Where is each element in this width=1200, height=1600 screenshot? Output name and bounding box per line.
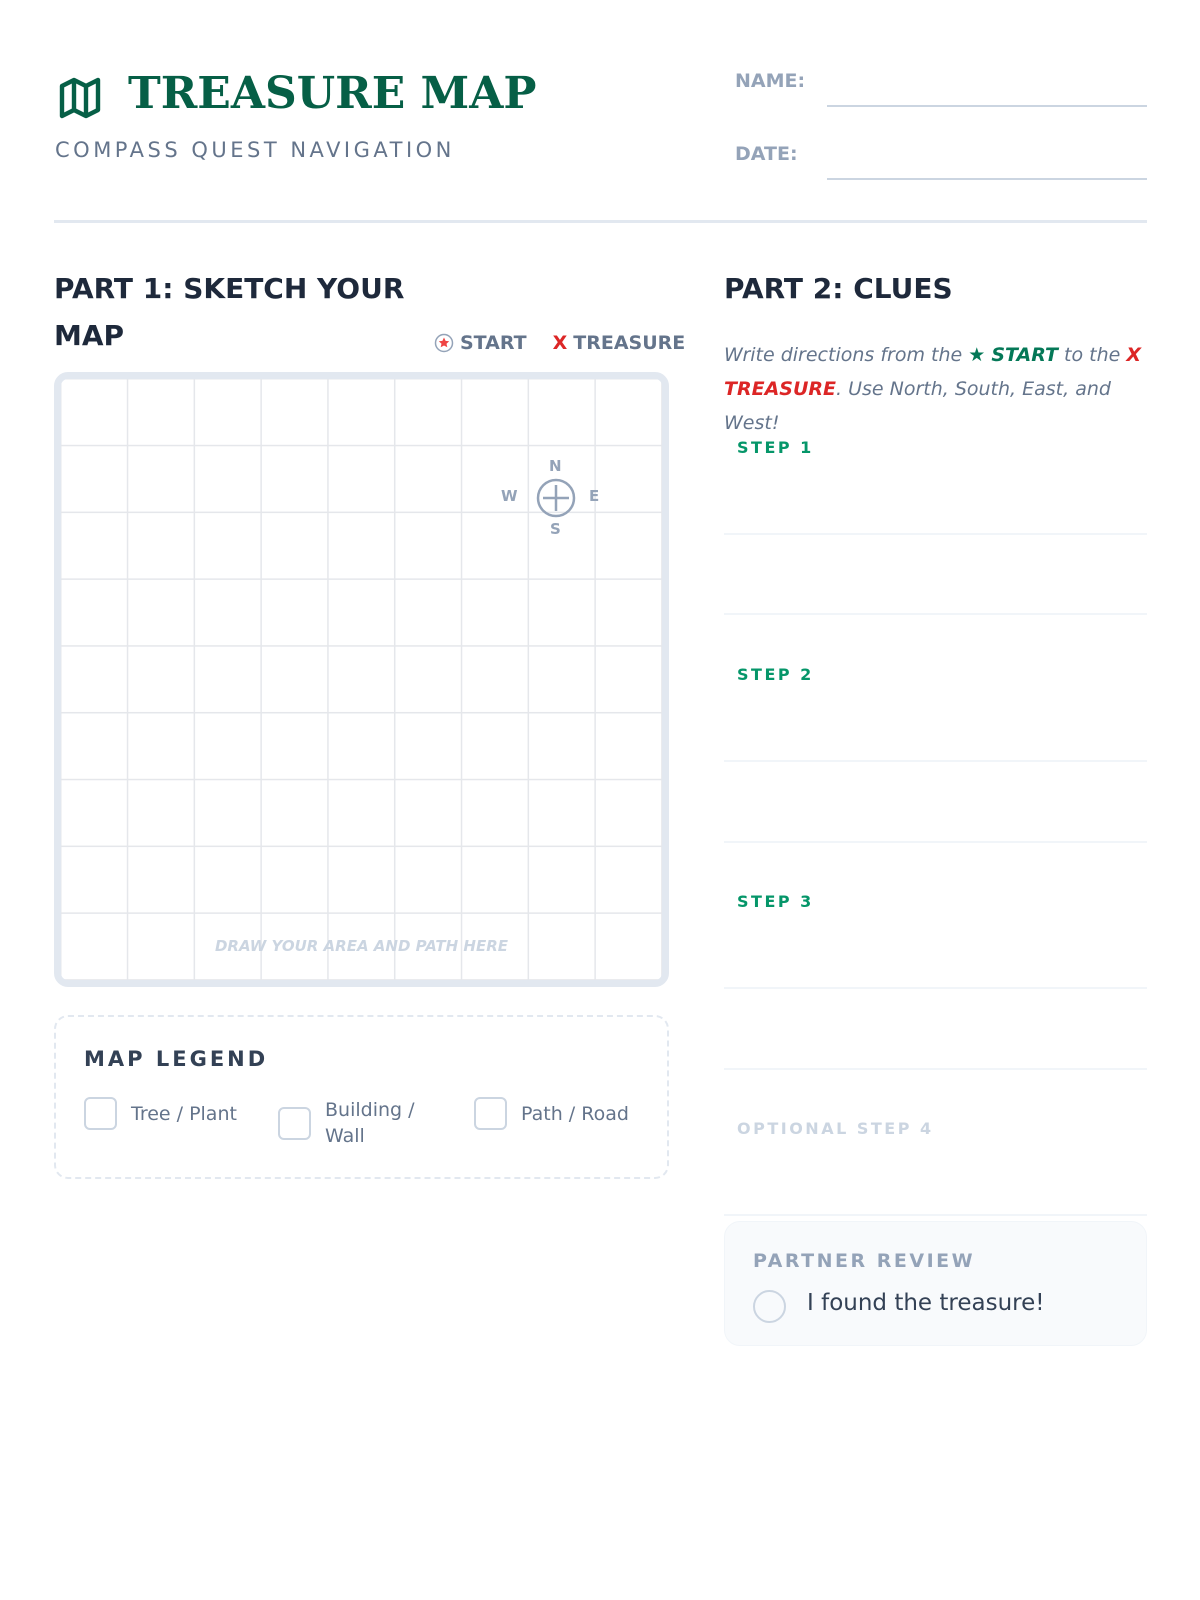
- map-key: START X TREASURE: [434, 332, 685, 354]
- name-field[interactable]: [827, 105, 1147, 107]
- compass-north: N: [549, 457, 562, 475]
- legend-label: Building / Wall: [325, 1099, 415, 1147]
- instr-text: to the: [1057, 344, 1127, 366]
- step-2-line[interactable]: [724, 841, 1147, 843]
- step-1-label: STEP 1: [737, 438, 814, 457]
- part1-title: PART 1: SKETCH YOUR MAP: [54, 272, 405, 352]
- step-2-label: STEP 2: [737, 665, 814, 684]
- map-legend: MAP LEGEND Tree / Plant Building / Wall …: [54, 1015, 669, 1179]
- legend-item-building[interactable]: Building / Wall: [278, 1097, 428, 1149]
- step-1-line[interactable]: [724, 613, 1147, 615]
- instr-text: Write directions from the: [724, 344, 969, 366]
- name-label: NAME:: [735, 70, 806, 92]
- checkbox[interactable]: [474, 1097, 507, 1130]
- compass-rose: N W E S: [501, 457, 600, 541]
- review-title: PARTNER REVIEW: [753, 1250, 976, 1272]
- x-icon: X: [1126, 344, 1141, 366]
- start-key: START: [434, 332, 527, 354]
- date-field[interactable]: [827, 178, 1147, 180]
- page-title: TREASURE MAP: [128, 68, 537, 119]
- draw-hint: DRAW YOUR AREA AND PATH HERE: [214, 937, 509, 955]
- legend-label: Tree / Plant: [131, 1102, 237, 1125]
- legend-item-tree[interactable]: Tree / Plant: [84, 1097, 237, 1130]
- header-divider: [54, 220, 1147, 223]
- legend-title: MAP LEGEND: [84, 1047, 269, 1071]
- step-4-label: OPTIONAL STEP 4: [737, 1119, 934, 1138]
- instr-treasure: TREASURE: [724, 378, 836, 400]
- treasure-key: X TREASURE: [553, 332, 686, 354]
- date-label: DATE:: [735, 143, 798, 165]
- star-circle-icon: [434, 333, 454, 353]
- page-subtitle: COMPASS QUEST NAVIGATION: [55, 138, 455, 162]
- map-icon: [59, 77, 101, 119]
- compass-west: W: [501, 487, 518, 505]
- x-icon: X: [552, 332, 568, 354]
- star-icon: ★: [968, 344, 986, 366]
- instr-text: . Use North, South, East, and West!: [724, 378, 1111, 434]
- step-4-line[interactable]: [724, 1214, 1147, 1216]
- compass-east: E: [589, 487, 600, 505]
- step-2-line[interactable]: [724, 760, 1147, 762]
- treasure-key-label: TREASURE: [573, 332, 686, 354]
- clue-instructions: Write directions from the ★ START to the…: [724, 338, 1154, 440]
- sketch-grid[interactable]: N W E S DRAW YOUR AREA AND PATH HERE: [54, 372, 669, 987]
- compass-icon: [536, 478, 576, 518]
- checkbox[interactable]: [84, 1097, 117, 1130]
- step-3-line[interactable]: [724, 987, 1147, 989]
- start-key-label: START: [460, 332, 527, 354]
- legend-label: Path / Road: [521, 1102, 629, 1125]
- instr-start: START: [991, 344, 1058, 366]
- step-3-label: STEP 3: [737, 892, 814, 911]
- compass-south: S: [550, 520, 561, 538]
- found-treasure-radio[interactable]: [753, 1290, 786, 1323]
- legend-item-path[interactable]: Path / Road: [474, 1097, 629, 1130]
- partner-review: PARTNER REVIEW I found the treasure!: [724, 1221, 1147, 1346]
- step-3-line[interactable]: [724, 1068, 1147, 1070]
- found-treasure-label: I found the treasure!: [807, 1290, 1045, 1316]
- step-1-line[interactable]: [724, 533, 1147, 535]
- checkbox[interactable]: [278, 1106, 311, 1140]
- part2-title: PART 2: CLUES: [724, 272, 953, 305]
